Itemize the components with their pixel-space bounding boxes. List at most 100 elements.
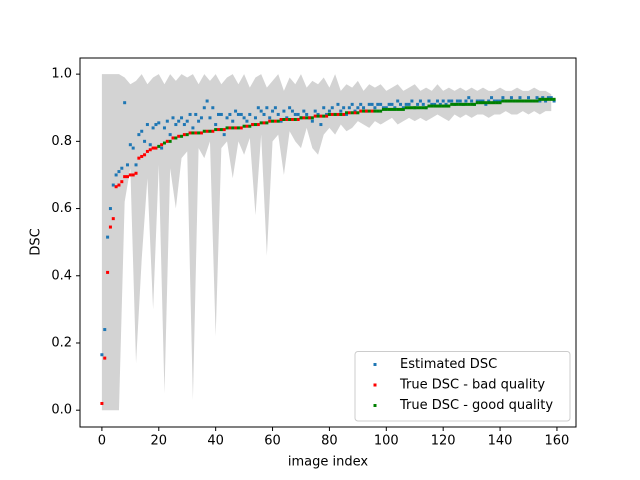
point — [527, 99, 531, 103]
point — [453, 102, 457, 106]
point — [256, 123, 260, 127]
point — [362, 106, 366, 110]
point — [501, 99, 505, 103]
point — [242, 116, 246, 120]
point — [214, 128, 218, 132]
point — [103, 356, 107, 360]
point — [222, 133, 226, 137]
x-tick-label: 60 — [264, 434, 281, 449]
point — [117, 183, 121, 187]
point — [137, 133, 141, 137]
point — [125, 175, 129, 179]
point — [276, 119, 280, 123]
point — [464, 99, 468, 103]
point — [293, 118, 297, 121]
point — [125, 163, 129, 167]
legend-label: True DSC - good quality — [399, 398, 553, 413]
legend-label: True DSC - bad quality — [399, 378, 545, 393]
point — [282, 118, 286, 121]
point — [290, 118, 294, 121]
point — [313, 109, 317, 113]
point — [527, 96, 531, 100]
point — [302, 109, 306, 113]
point — [509, 99, 513, 103]
point — [430, 102, 434, 106]
point — [296, 112, 300, 116]
point — [319, 114, 323, 118]
y-tick-label: 0.6 — [51, 201, 72, 216]
point — [214, 123, 218, 127]
point — [279, 119, 283, 123]
point — [310, 116, 314, 120]
point — [276, 112, 280, 116]
point — [211, 106, 215, 110]
point — [455, 99, 459, 103]
point — [157, 144, 161, 148]
point — [171, 136, 175, 140]
point — [268, 119, 272, 123]
point — [308, 116, 312, 120]
point — [143, 153, 147, 157]
point — [427, 104, 431, 108]
point — [433, 102, 437, 106]
point — [458, 102, 462, 106]
point — [137, 156, 141, 160]
point — [538, 99, 542, 103]
point — [347, 106, 351, 110]
point — [154, 146, 158, 150]
point — [461, 102, 465, 106]
point — [410, 106, 414, 110]
point — [143, 139, 147, 143]
point — [552, 99, 556, 103]
point — [376, 109, 380, 113]
point — [478, 101, 482, 105]
point — [100, 401, 104, 405]
point — [353, 109, 357, 113]
point — [399, 102, 403, 106]
point — [339, 109, 343, 113]
point — [410, 99, 414, 103]
point — [325, 114, 329, 118]
point — [231, 119, 235, 123]
point — [285, 118, 289, 121]
point — [487, 99, 491, 103]
point — [253, 123, 257, 127]
point — [518, 99, 522, 103]
legend-marker — [373, 383, 377, 387]
point — [305, 116, 309, 120]
point — [222, 128, 226, 132]
point — [239, 126, 243, 130]
point — [310, 119, 314, 123]
point — [393, 106, 397, 110]
point — [145, 149, 149, 153]
point — [305, 112, 309, 116]
x-tick-label: 120 — [431, 434, 456, 449]
point — [353, 111, 357, 115]
point — [154, 123, 158, 127]
point — [290, 109, 294, 113]
point — [120, 180, 124, 184]
point — [475, 101, 479, 105]
point — [148, 148, 152, 152]
point — [373, 109, 377, 113]
point — [384, 106, 388, 110]
point — [399, 107, 403, 111]
point — [390, 102, 394, 106]
point — [131, 146, 135, 150]
point — [444, 102, 448, 106]
x-tick-label: 40 — [207, 434, 224, 449]
point — [231, 126, 235, 130]
point — [544, 97, 548, 101]
point — [435, 99, 439, 103]
point — [401, 107, 405, 111]
point — [205, 129, 209, 133]
point — [478, 99, 482, 103]
point — [492, 101, 496, 105]
point — [501, 96, 505, 100]
point — [535, 96, 539, 100]
point — [344, 112, 348, 116]
point — [421, 102, 425, 106]
point — [188, 131, 192, 135]
point — [507, 99, 511, 103]
